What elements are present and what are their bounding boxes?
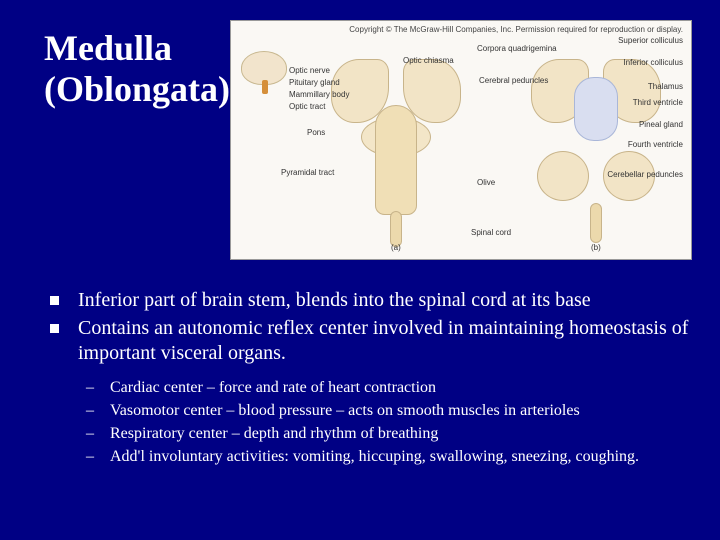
- label-thalamus: Thalamus: [648, 83, 683, 92]
- label-pons: Pons: [307, 129, 325, 138]
- label-cerebral-ped: Cerebral peduncles: [479, 77, 548, 86]
- panel-b: (b): [591, 244, 601, 253]
- brainstem-ventral-view: [331, 55, 461, 240]
- sub-bullet-3: Respiratory center – depth and rhythm of…: [78, 423, 696, 444]
- label-corpora: Corpora quadrigemina: [477, 45, 557, 54]
- label-inf-coll: Inferior colliculus: [623, 59, 683, 68]
- main-bullet-list: Inferior part of brain stem, blends into…: [44, 288, 696, 467]
- label-cereb-ped: Cerebellar peduncles: [607, 171, 683, 180]
- midbrain-shape: [574, 77, 618, 141]
- label-chiasma: Optic chiasma: [403, 57, 454, 66]
- title-line-2: (Oblongata): [44, 69, 230, 109]
- label-spinal: Spinal cord: [471, 229, 511, 238]
- spinal-cord-shape-d: [590, 203, 602, 243]
- label-fourth-v: Fourth ventricle: [628, 141, 683, 150]
- label-mammillary: Mammillary body: [289, 91, 349, 100]
- label-sup-coll: Superior colliculus: [618, 37, 683, 46]
- medulla-shape: [375, 105, 417, 215]
- sub-bullet-1: Cardiac center – force and rate of heart…: [78, 377, 696, 398]
- label-pineal: Pineal gland: [639, 121, 683, 130]
- slide-body: Inferior part of brain stem, blends into…: [44, 288, 696, 469]
- title-line-1: Medulla: [44, 28, 172, 68]
- sub-bullet-4: Add'l involuntary activities: vomiting, …: [78, 446, 696, 467]
- sub-bullet-list: Cardiac center – force and rate of heart…: [78, 377, 696, 467]
- panel-a: (a): [391, 244, 401, 253]
- label-third-v: Third ventricle: [633, 99, 683, 108]
- label-optic-nerve: Optic nerve: [289, 67, 330, 76]
- bullet-2: Contains an autonomic reflex center invo…: [44, 316, 696, 468]
- bullet-2-text: Contains an autonomic reflex center invo…: [78, 317, 688, 365]
- brain-thumbnail-icon: [241, 51, 287, 85]
- cerebellum-left: [537, 151, 589, 201]
- label-optic-tract: Optic tract: [289, 103, 325, 112]
- figure-copyright: Copyright © The McGraw-Hill Companies, I…: [349, 25, 683, 34]
- bullet-1: Inferior part of brain stem, blends into…: [44, 288, 696, 314]
- slide-title: Medulla (Oblongata): [44, 28, 230, 111]
- label-olive: Olive: [477, 179, 495, 188]
- sub-bullet-2: Vasomotor center – blood pressure – acts…: [78, 400, 696, 421]
- spinal-cord-shape: [390, 211, 402, 247]
- label-pituitary: Pituitary gland: [289, 79, 340, 88]
- anatomy-figure: Copyright © The McGraw-Hill Companies, I…: [230, 20, 692, 260]
- label-pyramidal: Pyramidal tract: [281, 169, 334, 178]
